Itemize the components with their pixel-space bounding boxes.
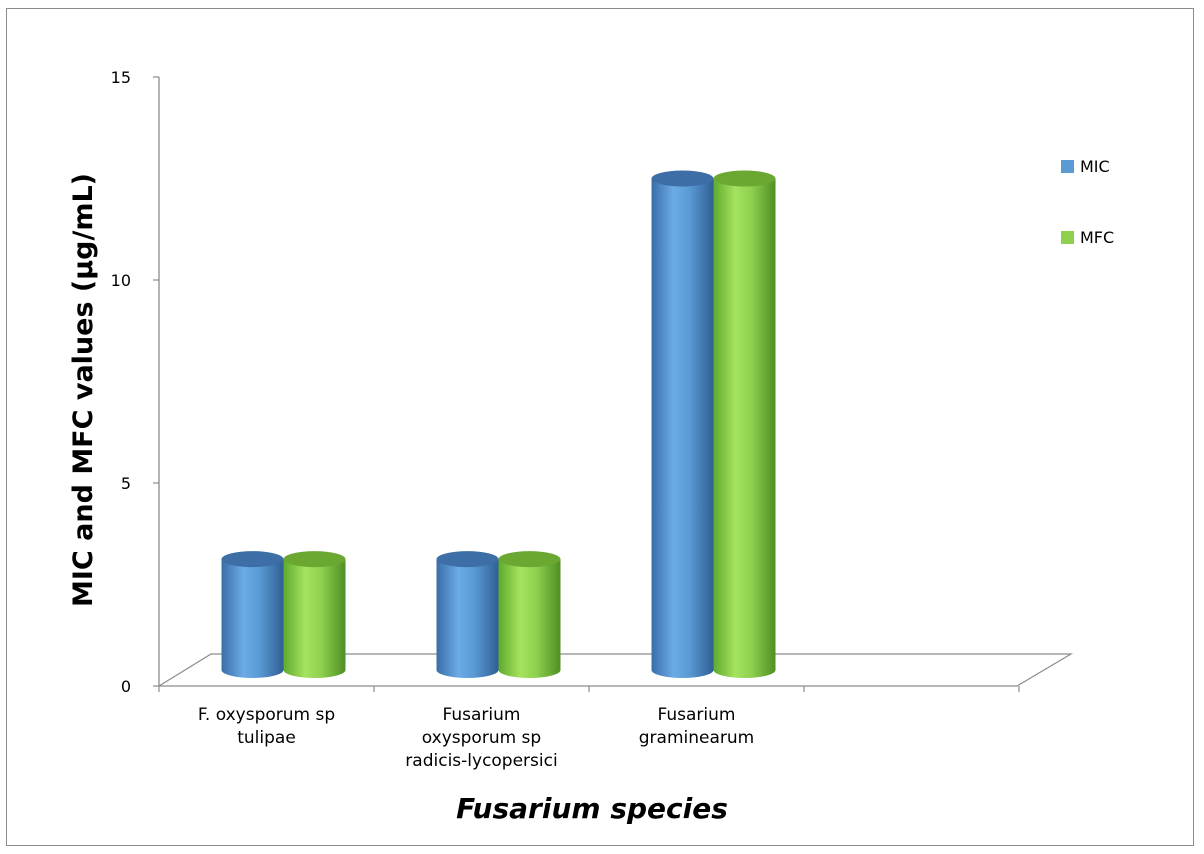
- bar-body: [651, 178, 714, 678]
- bar-body: [221, 559, 284, 678]
- category-label-line: radicis-lycopersici: [405, 751, 557, 771]
- legend-swatch-mfc: [1061, 231, 1074, 244]
- legend-label-mic: MIC: [1080, 157, 1110, 176]
- legend: MIC MFC: [1061, 157, 1114, 247]
- category-label-line: tulipae: [237, 728, 296, 748]
- y-tick-label: 10: [111, 271, 131, 290]
- bar-top: [498, 551, 561, 568]
- bar-body: [713, 178, 776, 678]
- x-axis-title: Fusarium species: [456, 792, 728, 825]
- x-axis-separators: [158, 686, 1020, 692]
- y-tick-label: 15: [111, 68, 131, 87]
- bar-body: [283, 559, 346, 678]
- bar-body: [498, 559, 561, 678]
- bar-top: [436, 551, 499, 568]
- y-axis-ticks: 0 5 10 15: [111, 68, 159, 696]
- category-label-line: Fusarium: [658, 705, 736, 725]
- bar-mic-0: [221, 551, 284, 678]
- chart-frame: [6, 8, 1194, 846]
- category-label-line: oxysporum sp: [422, 728, 541, 748]
- y-tick-label: 5: [121, 474, 131, 493]
- legend-label-mfc: MFC: [1080, 228, 1114, 247]
- y-tick-label: 0: [121, 677, 131, 696]
- bar-mfc-0: [283, 551, 346, 678]
- bar-mic-2: [651, 170, 714, 678]
- category-label: F. oxysporum sp tulipae: [198, 705, 335, 748]
- bar-top: [651, 170, 714, 187]
- bar-top: [221, 551, 284, 568]
- bar-mfc-1: [498, 551, 561, 678]
- bar-top: [283, 551, 346, 568]
- bar-top: [713, 170, 776, 187]
- y-axis-title: MIC and MFC values (µg/mL): [68, 173, 99, 607]
- category-label-line: graminearum: [639, 728, 754, 748]
- category-label: Fusarium oxysporum sp radicis-lycopersici: [405, 705, 557, 771]
- bar-body: [436, 559, 499, 678]
- chart-floor: [156, 653, 1074, 687]
- bar-mfc-2: [713, 170, 776, 678]
- category-label-line: Fusarium: [443, 705, 521, 725]
- bar-mic-1: [436, 551, 499, 678]
- category-label: Fusarium graminearum: [639, 705, 754, 748]
- category-labels: F. oxysporum sp tulipae Fusarium oxysporum …: [198, 705, 754, 771]
- bars-group: [221, 170, 776, 678]
- category-label-line: F. oxysporum sp: [198, 705, 335, 725]
- legend-swatch-mic: [1061, 160, 1074, 173]
